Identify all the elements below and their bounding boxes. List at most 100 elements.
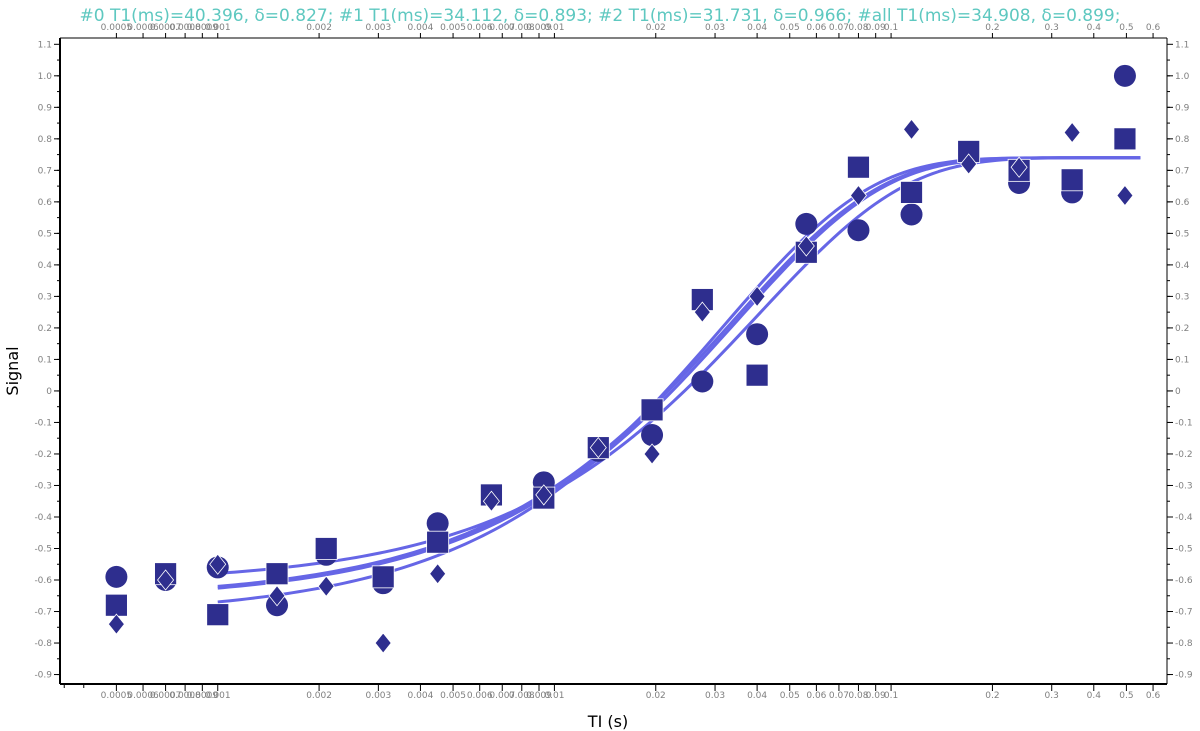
- x-tick-label-top: 0.08: [848, 23, 868, 33]
- x-tick-label-bottom: 0.2: [985, 691, 999, 701]
- x-tick-label-bottom: 0.002: [306, 691, 332, 701]
- y-tick-label-right: -0.3: [1175, 481, 1193, 491]
- y-tick-label-left: 0.8: [38, 135, 53, 145]
- square-marker: [314, 537, 338, 560]
- x-tick-label-bottom: 0.007: [489, 691, 515, 701]
- circle-marker: [426, 512, 449, 535]
- y-tick-label-left: 0: [46, 387, 52, 397]
- x-tick-label-bottom: 0.03: [705, 691, 725, 701]
- diamond-marker: [374, 632, 392, 654]
- y-tick-label-right: -0.6: [1175, 576, 1193, 586]
- y-tick-label-left: -0.5: [34, 544, 52, 554]
- x-tick-label-top: 0.008: [509, 23, 535, 33]
- diamond-marker: [748, 285, 766, 308]
- y-tick-label-right: 0.4: [1175, 261, 1190, 271]
- square-marker: [426, 530, 450, 554]
- x-tick-label-top: 0.007: [489, 23, 515, 33]
- x-tick-label-bottom: 0.5: [1119, 691, 1133, 701]
- x-tick-label-top: 0.006: [467, 23, 493, 33]
- x-tick-label-bottom: 0.003: [365, 691, 391, 701]
- x-tick-label-bottom: 0.006: [467, 691, 493, 701]
- x-tick-label-top: 0.05: [780, 23, 800, 33]
- diamond-marker: [1010, 156, 1028, 178]
- y-tick-label-right: 0.6: [1175, 198, 1190, 208]
- y-tick-label-right: 0.7: [1175, 166, 1189, 176]
- y-tick-label-right: 0.5: [1175, 229, 1189, 239]
- y-tick-label-right: 1.0: [1175, 72, 1190, 82]
- x-tick-label-bottom: 0.0007: [150, 691, 182, 701]
- square-marker: [1113, 127, 1137, 151]
- x-tick-label-bottom: 0.3: [1045, 691, 1059, 701]
- y-tick-label-left: 0.5: [38, 229, 52, 239]
- x-tick-label-top: 0.5: [1119, 23, 1133, 33]
- x-tick-label-top: 0.07: [829, 23, 849, 33]
- x-tick-label-bottom: 0.004: [408, 691, 434, 701]
- x-tick-label-top: 0.0007: [150, 23, 182, 33]
- y-tick-label-left: 0.9: [38, 103, 53, 113]
- y-tick-label-left: -0.1: [34, 418, 52, 428]
- y-tick-label-right: -0.9: [1175, 671, 1193, 681]
- tick-labels: 1.1 1.1 1.0 1.0 0.9 0.9 0.8 0.8 0.7 0.7 0.6 0.6 0.5 0…: [34, 23, 1192, 701]
- y-tick-label-right: 0: [1175, 387, 1181, 397]
- square-marker: [640, 398, 664, 422]
- square-marker: [900, 181, 923, 204]
- x-tick-label-top: 0.003: [365, 23, 391, 33]
- square-marker: [265, 562, 289, 586]
- y-tick-label-left: 1.0: [38, 72, 53, 82]
- x-tick-label-bottom: 0.4: [1087, 691, 1102, 701]
- x-tick-label-top: 0.0008: [169, 23, 201, 33]
- x-tick-label-top: 0.004: [408, 23, 434, 33]
- y-tick-label-left: 0.7: [38, 166, 52, 176]
- x-tick-label-top: 0.02: [646, 23, 666, 33]
- diamond-marker: [797, 235, 815, 257]
- y-tick-label-left: -0.6: [34, 576, 52, 586]
- y-tick-label-left: -0.9: [34, 671, 52, 681]
- circle-marker: [900, 203, 923, 226]
- x-tick-label-top: 0.1: [884, 23, 898, 33]
- x-tick-label-top: 0.6: [1146, 23, 1161, 33]
- diamond-marker: [1063, 121, 1081, 144]
- diamond-marker: [209, 553, 227, 575]
- x-tick-label-top: 0.0009: [187, 23, 219, 33]
- y-tick-label-right: -0.7: [1175, 608, 1193, 618]
- x-tick-label-bottom: 0.008: [509, 691, 535, 701]
- diamond-marker: [268, 585, 286, 607]
- x-tick-label-top: 0.0005: [101, 23, 133, 33]
- circle-marker: [691, 370, 714, 393]
- x-tick-label-bottom: 0.06: [806, 691, 826, 701]
- circle-marker: [641, 424, 664, 447]
- x-tick-label-bottom: 0.009: [526, 691, 552, 701]
- y-tick-label-right: -0.5: [1175, 544, 1193, 554]
- y-tick-label-right: -0.2: [1175, 450, 1193, 460]
- x-tick-label-bottom: 0.08: [848, 691, 868, 701]
- x-tick-label-top: 0.06: [806, 23, 826, 33]
- x-tick-label-top: 0.3: [1045, 23, 1059, 33]
- diamond-marker: [643, 443, 661, 465]
- x-tick-label-bottom: 0.0009: [187, 691, 219, 701]
- square-marker: [745, 363, 769, 387]
- y-tick-label-left: 0.4: [38, 261, 53, 271]
- y-tick-label-left: -0.4: [34, 513, 52, 523]
- square-marker: [104, 593, 128, 617]
- y-tick-label-right: -0.4: [1175, 513, 1193, 523]
- square-marker: [1060, 168, 1084, 192]
- diamond-marker: [903, 118, 921, 141]
- circle-marker: [1113, 64, 1136, 87]
- x-tick-label-top: 0.2: [985, 23, 999, 33]
- y-axis-label: Signal: [3, 346, 22, 395]
- square-marker: [847, 155, 870, 179]
- y-tick-label-left: 0.6: [38, 198, 53, 208]
- diamond-marker: [482, 490, 500, 512]
- circle-marker: [795, 212, 818, 235]
- y-tick-label-left: 0.1: [38, 355, 52, 365]
- x-tick-label-bottom: 0.1: [884, 691, 898, 701]
- fit-curve-0: [217, 156, 1141, 575]
- data-markers: [104, 64, 1137, 654]
- y-tick-label-right: 0.2: [1175, 324, 1189, 334]
- circle-marker: [847, 219, 870, 242]
- y-tick-label-right: -0.1: [1175, 418, 1193, 428]
- diamond-marker: [157, 569, 175, 591]
- diamond-marker: [589, 437, 607, 459]
- tick-marks: [54, 33, 1173, 691]
- x-tick-label-bottom: 0.04: [747, 691, 767, 701]
